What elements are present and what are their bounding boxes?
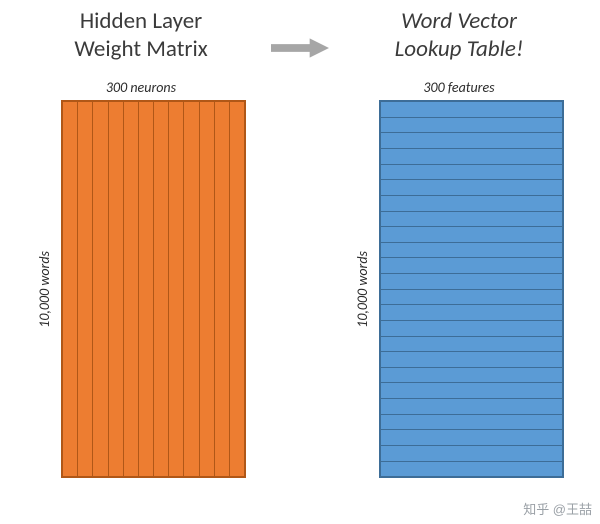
matrix-row [381, 258, 562, 274]
right-matrix [379, 100, 564, 478]
matrix-row [381, 462, 562, 477]
right-side-label: 10,000 words [354, 251, 371, 328]
matrix-row [381, 305, 562, 321]
matrix-row [381, 227, 562, 243]
matrix-row [381, 180, 562, 196]
matrix-col [63, 102, 78, 476]
matrix-col [230, 102, 244, 476]
right-matrix-area: 10,000 words [354, 100, 564, 478]
matrix-row [381, 196, 562, 212]
matrix-col [124, 102, 139, 476]
left-panel: Hidden Layer Weight Matrix 300 neurons 1… [24, 8, 258, 478]
matrix-col [139, 102, 154, 476]
matrix-row [381, 243, 562, 259]
matrix-col [154, 102, 169, 476]
matrix-row [381, 102, 562, 118]
right-panel: Word Vector Lookup Table! 300 features 1… [342, 8, 576, 478]
matrix-row [381, 133, 562, 149]
matrix-row [381, 321, 562, 337]
right-top-label: 300 features [423, 79, 494, 96]
matrix-col [215, 102, 230, 476]
matrix-row [381, 212, 562, 228]
matrix-row [381, 352, 562, 368]
left-title: Hidden Layer Weight Matrix [74, 8, 207, 63]
matrix-col [93, 102, 108, 476]
arrow-icon [271, 38, 329, 58]
matrix-row [381, 399, 562, 415]
matrix-col [78, 102, 93, 476]
arrow-wrap [270, 8, 330, 58]
left-title-line2: Weight Matrix [74, 35, 207, 63]
matrix-row [381, 337, 562, 353]
matrix-row [381, 165, 562, 181]
matrix-row [381, 290, 562, 306]
diagram-main: Hidden Layer Weight Matrix 300 neurons 1… [0, 0, 600, 478]
matrix-col [200, 102, 215, 476]
matrix-row [381, 415, 562, 431]
matrix-row [381, 430, 562, 446]
left-matrix-area: 10,000 words [36, 100, 246, 478]
matrix-row [381, 446, 562, 462]
right-title-line2: Lookup Table! [395, 35, 524, 63]
matrix-row [381, 274, 562, 290]
matrix-row [381, 368, 562, 384]
left-matrix [61, 100, 246, 478]
matrix-row [381, 383, 562, 399]
matrix-row [381, 118, 562, 134]
matrix-col [169, 102, 184, 476]
left-top-label: 300 neurons [106, 79, 176, 96]
watermark: 知乎 @王喆 [523, 499, 592, 518]
right-title-line1: Word Vector [401, 7, 517, 35]
matrix-col [184, 102, 199, 476]
matrix-col [109, 102, 124, 476]
left-title-line1: Hidden Layer [80, 7, 202, 35]
right-title: Word Vector Lookup Table! [395, 8, 524, 63]
matrix-row [381, 149, 562, 165]
left-side-label: 10,000 words [36, 251, 53, 328]
